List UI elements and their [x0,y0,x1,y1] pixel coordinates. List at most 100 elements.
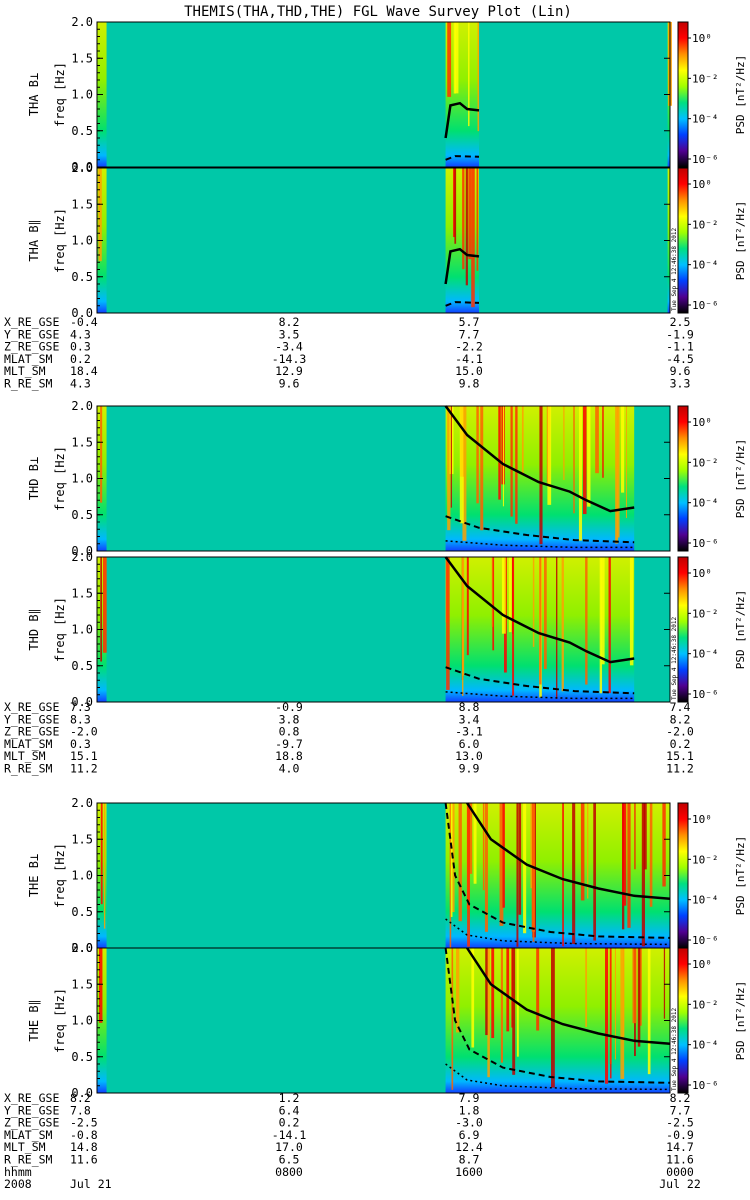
orbit-value: 11.2 [70,762,98,776]
orbit-value: 9.6 [279,377,300,391]
panel-the-par: 0.0 0.5 1.0 1.5 2.0 THE B∥ freq [Hz] 10⁰ 10⁻² 10⁻… [27,941,747,1100]
power-stripe [532,557,535,647]
half-gyrofrequency-line [445,301,480,307]
power-stripe [662,803,666,887]
colorbar-tick-label: 10⁻⁴ [692,894,719,907]
power-stripe [625,406,627,518]
tenth-gyrofrequency-line [445,1063,671,1091]
y-tick-label: 0.0 [71,1086,93,1100]
power-stripe [99,948,103,1023]
panel-yunit: freq [Hz] [53,446,67,511]
orbit-value: -4.5 [666,352,694,366]
y-tick-label: 0.0 [71,544,93,558]
colorbar-tick-label: 10⁻⁶ [692,1079,719,1092]
power-stripe [454,168,457,244]
orbit-value: 7.7 [670,1103,691,1117]
y-tick-label: 0.5 [71,659,93,673]
power-stripe [515,406,518,524]
spectrogram-fill [445,803,670,948]
power-stripe [462,168,465,270]
gyrofrequency-line [466,947,671,1045]
orbit-value: -0.8 [70,1128,98,1142]
figure-title: THEMIS(THA,THD,THE) FGL Wave Survey Plot… [184,4,572,20]
orbit-value: Jul 22 [659,1177,701,1191]
colorbar-label: PSD [nT²/Hz] [734,981,747,1060]
render-timestamp: Tue Sep 4 12:46:38 2012 [671,1008,678,1091]
power-stripe [480,406,484,531]
colorbar-tick-label: 10⁻² [692,853,719,866]
orbit-value: 8.2 [70,1091,91,1105]
power-stripe [471,168,475,308]
power-stripe [643,803,647,870]
power-stripe [561,557,564,692]
orbit-value: 7.3 [70,700,91,714]
power-stripe [555,557,558,699]
orbit-value: 1.2 [279,1091,300,1105]
power-stripe [547,406,552,505]
orbit-value: 0.3 [70,340,91,354]
power-stripe [458,803,462,922]
orbit-row-label: R_RE_SM [4,377,53,391]
colorbar-tick-label: 10⁻⁴ [692,648,719,661]
y-tick-label: 0.5 [71,270,93,284]
power-stripe [450,406,452,508]
power-stripe [451,948,454,1090]
power-stripe [614,948,616,1060]
orbit-value: -0.9 [275,700,303,714]
orbit-value: 15.1 [666,749,694,763]
power-stripe [602,406,604,478]
power-stripe [634,803,636,870]
y-tick-label: 2.0 [71,796,93,810]
orbit-value: 3.8 [279,712,300,726]
power-stripe [551,948,555,1088]
power-stripe [523,803,527,934]
tenth-gyrofrequency-line [445,918,671,946]
orbit-row-label: 2008 [4,1177,32,1191]
half-gyrofrequency-line [445,515,635,544]
power-stripe [539,406,543,545]
spectrogram-span [445,948,670,1093]
power-stripe [100,406,103,503]
power-stripe [501,557,506,634]
orbit-value: Jul 21 [70,1177,112,1191]
y-tick-label: 1.5 [71,51,93,65]
power-stripe [510,406,513,517]
colorbar-tick-label: 10⁻⁶ [692,153,719,166]
orbit-value: -2.0 [666,725,694,739]
orbit-row-label: Z_RE_GSE [4,725,59,739]
power-stripe [647,948,651,1075]
colorbar-tick-label: 10⁰ [692,958,712,971]
colorbar-label: PSD [nT²/Hz] [734,439,747,518]
power-stripe [484,803,488,932]
colorbar-tick-label: 10⁰ [692,32,712,45]
orbit-value: 9.8 [459,377,480,391]
panel-ylabel: THA B∥ [27,219,41,261]
power-stripe [572,803,576,944]
y-tick-label: 1.0 [71,623,93,637]
power-stripe [98,168,102,262]
y-tick-label: 1.0 [71,1014,93,1028]
power-stripe [601,557,605,665]
colorbar-label: PSD [nT²/Hz] [734,590,747,669]
y-tick-label: 0.0 [71,695,93,709]
power-stripe [455,22,459,94]
y-tick-label: 0.5 [71,508,93,522]
panel-ylabel: THD B∥ [27,608,41,650]
power-stripe [593,803,597,941]
colorbar-tick-label: 10⁻⁶ [692,688,719,701]
power-stripe [621,406,625,493]
orbit-row-label: X_RE_GSE [4,700,59,714]
power-stripe [100,557,102,662]
power-stripe [453,22,457,94]
orbit-value: 17.0 [275,1140,303,1154]
power-stripe [562,803,564,947]
power-stripe [506,948,510,1032]
y-tick-label: 0.0 [71,306,93,320]
orbit-value: 9.6 [670,364,691,378]
power-stripe [544,557,547,670]
power-stripe [491,557,494,627]
power-stripe [563,406,565,480]
power-stripe [587,803,589,899]
orbit-value: 0.2 [670,737,691,751]
